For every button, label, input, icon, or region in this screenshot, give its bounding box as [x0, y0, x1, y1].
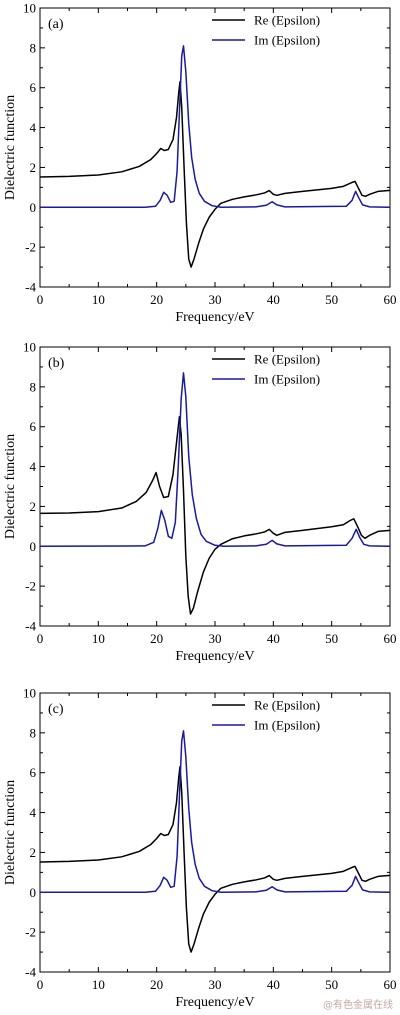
x-tick-label: 30 — [209, 292, 222, 307]
legend-label: Re (Epsilon) — [254, 13, 320, 28]
y-tick-label: 2 — [30, 160, 37, 175]
y-tick-label: 10 — [23, 340, 36, 355]
x-axis-title: Frequency/eV — [175, 649, 254, 664]
y-tick-label: 8 — [30, 379, 37, 394]
y-tick-label: 0 — [30, 200, 37, 215]
x-tick-label: 60 — [384, 292, 397, 307]
panel-label: (c) — [48, 702, 64, 717]
panel-label: (a) — [48, 17, 64, 32]
legend-label: Re (Epsilon) — [254, 352, 320, 367]
x-tick-label: 20 — [150, 977, 163, 992]
y-tick-label: 8 — [30, 40, 37, 55]
x-axis-title: Frequency/eV — [175, 310, 254, 325]
x-tick-label: 0 — [37, 631, 44, 646]
plot-frame — [39, 692, 391, 973]
legend-label: Im (Epsilon) — [254, 372, 320, 387]
y-tick-label: 2 — [30, 499, 37, 514]
x-tick-label: 50 — [325, 977, 338, 992]
legend-label: Im (Epsilon) — [254, 718, 320, 733]
y-tick-label: 10 — [23, 686, 36, 701]
y-tick-label: 6 — [30, 765, 37, 780]
x-tick-label: 50 — [325, 631, 338, 646]
y-tick-label: 4 — [30, 120, 37, 135]
y-tick-label: -2 — [25, 240, 36, 255]
x-tick-label: 50 — [325, 292, 338, 307]
x-tick-label: 20 — [150, 631, 163, 646]
x-axis-title: Frequency/eV — [175, 995, 254, 1010]
y-tick-label: 8 — [30, 725, 37, 740]
x-tick-label: 0 — [37, 977, 44, 992]
x-tick-label: 40 — [267, 292, 280, 307]
x-tick-label: 10 — [92, 977, 105, 992]
x-tick-label: 20 — [150, 292, 163, 307]
chart-panel-1: 0 10 20 30 40 50 60 -4 -2 0 2 4 6 8 10 Frequency/eV Diel… — [3, 1, 397, 326]
panel-label: (b) — [48, 356, 65, 371]
series-line-re — [40, 416, 390, 615]
y-tick-label: 0 — [30, 885, 37, 900]
plot-frame — [39, 346, 391, 627]
y-axis-title: Dielectric function — [3, 434, 18, 539]
y-tick-label: -2 — [25, 925, 36, 940]
legend-label: Re (Epsilon) — [254, 698, 320, 713]
y-tick-label: -4 — [25, 280, 36, 295]
legend-label: Im (Epsilon) — [254, 33, 320, 48]
y-axis-title: Dielectric function — [3, 95, 18, 200]
chart-panel-3: 0 10 20 30 40 50 60 -4 -2 0 2 4 6 8 10 Frequency/eV Diel… — [3, 686, 397, 1011]
watermark-text: @有色金属在线 — [323, 998, 393, 1011]
x-tick-label: 10 — [92, 292, 105, 307]
y-axis-title: Dielectric function — [3, 780, 18, 885]
plot-frame — [39, 7, 391, 288]
y-tick-label: 6 — [30, 419, 37, 434]
series-line-im — [40, 45, 390, 209]
x-tick-label: 30 — [209, 631, 222, 646]
y-tick-label: 2 — [30, 845, 37, 860]
x-tick-label: 60 — [384, 631, 397, 646]
x-tick-label: 0 — [37, 292, 44, 307]
y-tick-label: -4 — [25, 965, 36, 980]
x-tick-label: 40 — [267, 977, 280, 992]
series-line-im — [40, 372, 390, 548]
y-tick-label: 10 — [23, 1, 36, 16]
x-tick-label: 30 — [209, 977, 222, 992]
y-tick-label: 6 — [30, 80, 37, 95]
y-tick-label: 0 — [30, 539, 37, 554]
x-tick-label: 40 — [267, 631, 280, 646]
y-tick-label: -2 — [25, 579, 36, 594]
x-tick-label: 60 — [384, 977, 397, 992]
chart-panel-2: 0 10 20 30 40 50 60 -4 -2 0 2 4 6 8 10 Frequency/eV Diel… — [3, 340, 397, 665]
series-line-im — [40, 730, 390, 894]
series-line-re — [40, 765, 390, 953]
y-tick-label: 4 — [30, 805, 37, 820]
y-tick-label: 4 — [30, 459, 37, 474]
x-tick-label: 10 — [92, 631, 105, 646]
series-line-re — [40, 80, 390, 268]
y-tick-label: -4 — [25, 619, 36, 634]
